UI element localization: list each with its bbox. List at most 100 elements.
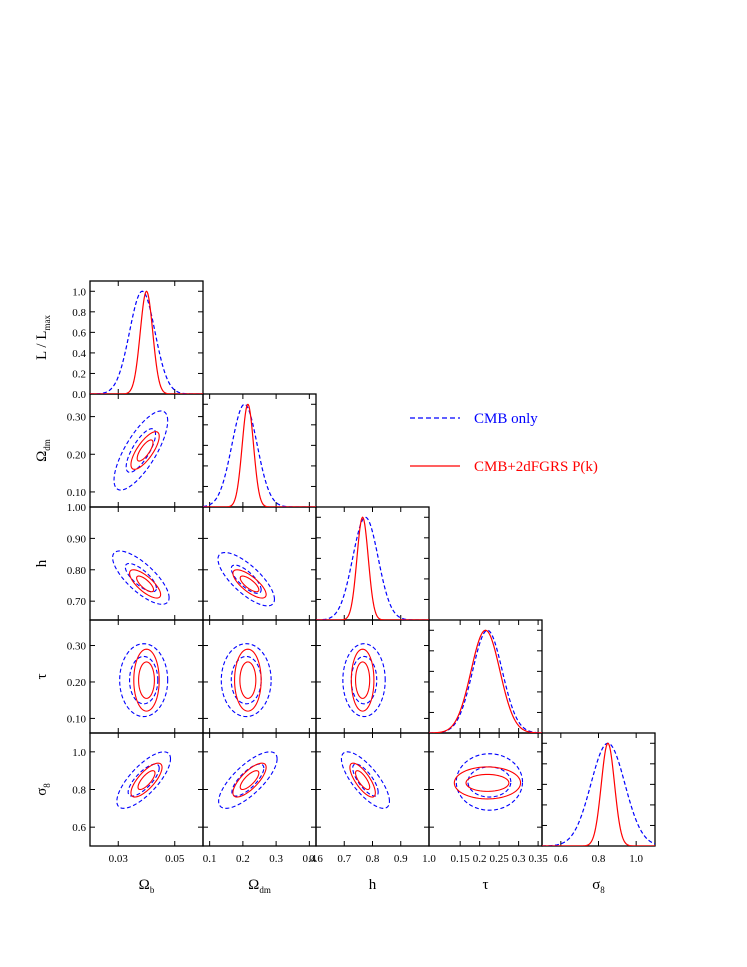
y-axis-label-main: L / L: [34, 331, 50, 360]
contour-inner-ob-odm-series-0: [125, 428, 157, 473]
panel-ob-s8: [89, 732, 204, 847]
contour-outer-ob-s8-series-0: [116, 751, 172, 809]
y-tick-label: 0.8: [72, 785, 86, 797]
y-axis-label-h: h: [34, 559, 50, 567]
x-axis-label-main: τ: [482, 877, 488, 893]
contour-outer-odm-h-series-1: [232, 569, 267, 599]
marginal-curve-tau-series-1: [429, 629, 542, 733]
contour-outer-ob-odm-series-1: [130, 431, 160, 470]
contour-outer-ob-tau-series-0: [119, 643, 169, 718]
panel-tau-s8: [428, 732, 543, 847]
y-tick-label: 1.0: [72, 747, 86, 759]
y-tick-label: 0.6: [72, 327, 86, 339]
y-tick-label: 0.4: [72, 348, 86, 360]
contour-inner-ob-odm-series-1: [136, 439, 154, 462]
legend-label-cmb-2df: CMB+2dFGRS P(k): [474, 459, 598, 475]
contour-inner-tau-s8-series-1: [465, 773, 510, 792]
y-tick-label: 0.8: [72, 307, 86, 319]
legend-label-cmb-only: CMB only: [474, 411, 538, 427]
x-tick-label: 0.1: [203, 853, 217, 865]
x-tick-label: 1.0: [629, 853, 643, 865]
x-axis-label-main: σ: [592, 877, 600, 893]
panel-frame: [541, 732, 656, 847]
panel-s8-marginal: [541, 732, 656, 847]
x-axis-label-h: h: [369, 877, 377, 893]
panel-ob-marginal: [89, 280, 204, 395]
x-axis-label-s8: σ8: [592, 877, 605, 895]
x-tick-label: 0.15: [451, 853, 471, 865]
y-axis-label-tau: τ: [34, 673, 50, 679]
panel-frame: [89, 732, 204, 847]
x-axis-label-sub: b: [150, 885, 155, 895]
panel-frame: [315, 506, 430, 621]
contour-outer-ob-odm-series-0: [113, 410, 169, 491]
contour-inner-ob-tau-series-1: [138, 661, 155, 699]
panel-tau-marginal: [428, 619, 543, 734]
x-tick-label: 0.8: [366, 853, 380, 865]
x-tick-label: 0.2: [236, 853, 250, 865]
contour-outer-h-s8-series-0: [340, 751, 391, 809]
marginal-curve-s8-series-1: [542, 742, 655, 846]
contour-inner-h-s8-series-1: [354, 770, 371, 791]
panel-frame: [89, 506, 204, 621]
panel-odm-h: [202, 506, 317, 621]
y-tick-label: 0.10: [67, 713, 87, 725]
contour-outer-odm-tau-series-1: [234, 648, 262, 712]
panel-frame: [202, 393, 317, 508]
contour-inner-odm-h-series-0: [230, 564, 262, 594]
contour-outer-tau-s8-series-1: [453, 766, 522, 800]
marginal-curve-odm-series-1: [203, 403, 316, 507]
x-axis-label-main: h: [369, 877, 377, 893]
x-tick-label: 0.25: [490, 853, 510, 865]
x-tick-label: 0.8: [592, 853, 606, 865]
y-axis-label-main: Ω: [34, 451, 50, 462]
x-tick-label: 0.35: [528, 853, 548, 865]
panel-h-tau: [315, 619, 430, 734]
y-tick-label: 0.10: [67, 487, 87, 499]
y-tick-label: 0.30: [67, 641, 87, 653]
marginal-curve-tau-series-0: [429, 629, 542, 733]
x-tick-label: 0.6: [554, 853, 568, 865]
panel-frame: [202, 619, 317, 734]
contour-inner-h-s8-series-0: [352, 763, 379, 797]
panel-frame: [428, 619, 543, 734]
contour-outer-odm-s8-series-0: [218, 751, 278, 809]
panel-frame: [428, 732, 543, 847]
marginal-curve-ob-series-1: [90, 290, 203, 394]
panel-frame: [315, 619, 430, 734]
contour-outer-h-tau-series-1: [350, 648, 375, 712]
contour-inner-odm-tau-series-1: [239, 661, 257, 699]
panel-ob-h: [89, 506, 204, 621]
contour-inner-odm-tau-series-0: [230, 655, 262, 705]
y-axis-label-main: σ: [34, 788, 50, 796]
legend: CMB only CMB+2dFGRS P(k): [410, 411, 598, 475]
y-axis-label-main: h: [34, 559, 50, 567]
panel-frame: [202, 506, 317, 621]
x-tick-label: 0.3: [269, 853, 283, 865]
panel-h-marginal: [315, 506, 430, 621]
contour-inner-ob-h-series-0: [124, 562, 157, 593]
x-tick-label: 0.7: [337, 853, 351, 865]
contour-outer-odm-h-series-0: [217, 551, 276, 607]
x-axis-label-odm: Ωdm: [248, 877, 271, 895]
marginal-curve-ob-series-0: [90, 290, 203, 394]
marginal-curve-odm-series-0: [203, 403, 316, 507]
contour-outer-odm-s8-series-1: [232, 762, 267, 798]
y-tick-label: 0.0: [72, 389, 86, 401]
panel-odm-tau: [202, 619, 317, 734]
marginal-curve-h-series-1: [316, 516, 429, 620]
contour-inner-odm-s8-series-0: [231, 763, 265, 797]
panel-frame: [89, 393, 204, 508]
y-tick-label: 0.6: [72, 822, 86, 834]
y-tick-label: 1.00: [67, 502, 87, 514]
contour-outer-h-s8-series-1: [349, 762, 376, 798]
y-tick-label: 0.70: [67, 596, 87, 608]
contour-outer-ob-h-series-0: [112, 550, 170, 605]
y-axis-label-odm: Ωdm: [34, 439, 52, 462]
contour-outer-h-tau-series-0: [342, 643, 386, 718]
y-tick-label: 0.80: [67, 565, 87, 577]
panel-frame: [89, 280, 204, 395]
x-tick-label: 1.0: [422, 853, 436, 865]
contour-inner-ob-tau-series-0: [128, 655, 159, 705]
